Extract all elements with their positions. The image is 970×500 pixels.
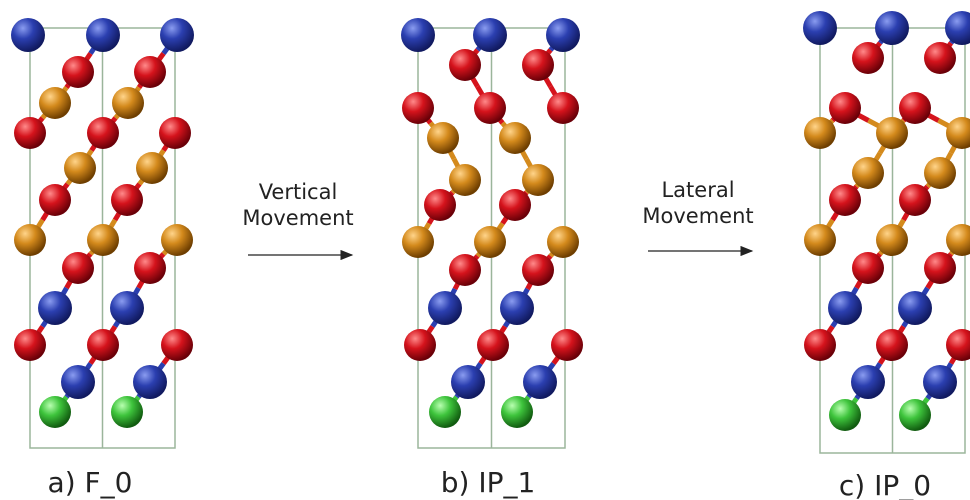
structures [11, 11, 970, 454]
atom [62, 56, 94, 88]
atom [477, 329, 509, 361]
atom [160, 18, 194, 52]
atom [474, 226, 506, 258]
transition-label: Movement [642, 204, 753, 228]
atom [852, 252, 884, 284]
atom [924, 157, 956, 189]
atom [876, 329, 908, 361]
atom [14, 329, 46, 361]
atom [547, 226, 579, 258]
atom [875, 11, 909, 45]
atom [501, 396, 533, 428]
atom [39, 184, 71, 216]
atom [474, 92, 506, 124]
atom [87, 329, 119, 361]
atom [804, 329, 836, 361]
atom [38, 291, 72, 325]
atom [134, 252, 166, 284]
atom [133, 365, 167, 399]
atom [161, 329, 193, 361]
atom [551, 329, 583, 361]
atom [111, 184, 143, 216]
atom [112, 87, 144, 119]
atom [428, 291, 462, 325]
atom [427, 122, 459, 154]
atom [899, 184, 931, 216]
atom [62, 252, 94, 284]
atom [946, 329, 970, 361]
atom [829, 184, 861, 216]
atom [449, 164, 481, 196]
transition-label: Vertical [259, 180, 338, 204]
atom [429, 396, 461, 428]
atom [828, 291, 862, 325]
atom [451, 365, 485, 399]
atom [159, 117, 191, 149]
atom [829, 399, 861, 431]
atom [110, 291, 144, 325]
atom [401, 18, 435, 52]
transition-label: Movement [242, 206, 353, 230]
atom [402, 92, 434, 124]
transition-label: Lateral [661, 178, 734, 202]
atom [851, 365, 885, 399]
atom [61, 365, 95, 399]
atom [14, 224, 46, 256]
atom [946, 117, 970, 149]
atom [11, 18, 45, 52]
atom [899, 399, 931, 431]
atom [803, 11, 837, 45]
atom [899, 92, 931, 124]
atom [134, 56, 166, 88]
atom [86, 18, 120, 52]
atom [111, 396, 143, 428]
atom [923, 365, 957, 399]
atom [39, 87, 71, 119]
atom [876, 117, 908, 149]
atom [404, 329, 436, 361]
atom [87, 117, 119, 149]
atom [161, 224, 193, 256]
atom [402, 226, 434, 258]
panel-label: b) IP_1 [441, 466, 536, 499]
atom [499, 122, 531, 154]
atom [136, 152, 168, 184]
atom [499, 189, 531, 221]
atom [522, 254, 554, 286]
atom [473, 18, 507, 52]
atom [546, 18, 580, 52]
panel-label: a) F_0 [48, 466, 133, 499]
atom [424, 189, 456, 221]
atom [945, 11, 970, 45]
atom [522, 49, 554, 81]
atom [924, 252, 956, 284]
atom [547, 92, 579, 124]
atom [39, 396, 71, 428]
atom [924, 42, 956, 74]
atom [852, 157, 884, 189]
atom [522, 164, 554, 196]
atom [64, 152, 96, 184]
atom [852, 42, 884, 74]
atom [449, 49, 481, 81]
atom [500, 291, 534, 325]
panel-label: c) IP_0 [839, 469, 931, 500]
atom [946, 224, 970, 256]
atom [449, 254, 481, 286]
atom [898, 291, 932, 325]
atom [804, 224, 836, 256]
atom [87, 224, 119, 256]
atom [829, 92, 861, 124]
atom [804, 117, 836, 149]
atom [14, 117, 46, 149]
atom [876, 224, 908, 256]
atom [523, 365, 557, 399]
